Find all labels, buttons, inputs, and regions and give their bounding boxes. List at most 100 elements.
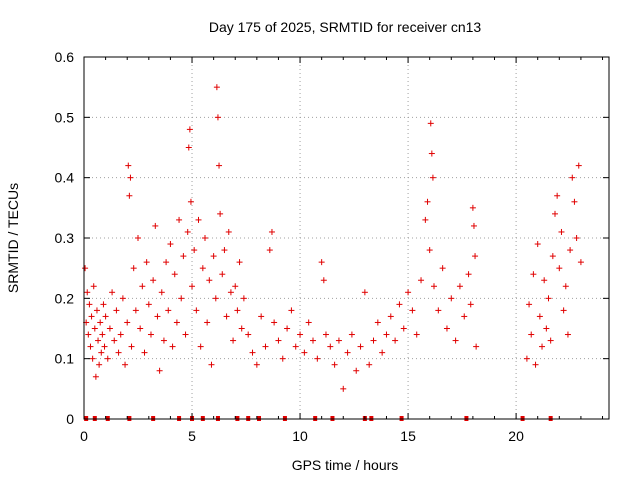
data-point (473, 343, 480, 350)
data-point (366, 361, 373, 368)
data-point (571, 198, 578, 205)
data-point (124, 319, 131, 326)
data-point (558, 228, 565, 235)
data-point (102, 313, 109, 320)
data-point (456, 283, 463, 290)
data-point (98, 349, 105, 356)
data-point (539, 343, 546, 350)
data-point (223, 313, 230, 320)
data-point (100, 301, 107, 308)
data-point (409, 307, 416, 314)
data-point (567, 247, 574, 254)
data-point (141, 349, 148, 356)
y-tick-label: 0.4 (55, 170, 75, 186)
x-tick-label: 0 (80, 428, 88, 444)
data-point (111, 337, 118, 344)
data-point (253, 361, 260, 368)
data-point (472, 253, 479, 260)
data-point (199, 265, 206, 272)
data-point (310, 337, 317, 344)
data-point (128, 343, 135, 350)
data-point (184, 228, 191, 235)
data-point (426, 247, 433, 254)
data-point (288, 307, 295, 314)
data-point (173, 319, 180, 326)
data-point (145, 301, 152, 308)
data-point (212, 295, 219, 302)
data-point (431, 283, 437, 290)
data-point (405, 289, 412, 296)
data-point (127, 174, 134, 181)
data-point (104, 355, 111, 362)
data-point (422, 216, 429, 223)
data-point (234, 307, 241, 314)
data-point (93, 307, 100, 314)
data-point (152, 222, 159, 229)
data-point (96, 361, 103, 368)
data-point (569, 174, 576, 181)
data-point (435, 307, 442, 314)
data-point (344, 349, 351, 356)
data-point (214, 114, 221, 121)
data-point (88, 313, 95, 320)
data-point (206, 277, 213, 284)
data-point (185, 144, 192, 151)
data-point (573, 235, 580, 241)
data-point (232, 283, 239, 290)
data-point (91, 325, 98, 332)
data-point (452, 337, 459, 344)
data-point (154, 313, 161, 320)
data-point (348, 331, 355, 338)
data-point (204, 319, 211, 326)
data-point (187, 198, 194, 205)
data-point (210, 253, 217, 260)
y-tick-label: 0.5 (55, 109, 75, 125)
data-point (292, 343, 299, 350)
data-point (396, 301, 403, 308)
data-point (335, 337, 342, 344)
data-point (314, 355, 321, 362)
data-point (195, 216, 202, 223)
data-point (532, 361, 539, 368)
data-point (189, 283, 196, 290)
data-point (115, 349, 122, 356)
y-tick-label: 0.1 (55, 351, 75, 367)
y-axis-label: SRMTID / TECUs (5, 183, 21, 293)
data-point (90, 283, 97, 290)
data-point (547, 337, 554, 344)
data-point (560, 307, 567, 314)
x-tick-label: 20 (508, 428, 524, 444)
data-point (549, 253, 556, 260)
data-point (301, 349, 308, 356)
data-point (318, 259, 325, 266)
data-point (135, 235, 142, 241)
data-point (370, 337, 377, 344)
data-point (117, 331, 124, 338)
data-point (191, 247, 198, 254)
data-point (564, 331, 571, 338)
data-point (182, 331, 189, 338)
data-point (467, 301, 474, 308)
data-point (143, 259, 150, 266)
data-point (577, 259, 584, 266)
data-point (469, 204, 476, 211)
data-point (387, 313, 394, 320)
data-point (554, 192, 561, 199)
data-point (119, 295, 126, 302)
data-point (126, 192, 133, 199)
data-point (322, 331, 329, 338)
data-point (424, 198, 431, 205)
data-point (97, 319, 104, 326)
data-point (556, 265, 563, 272)
data-point (171, 271, 178, 278)
y-tick-label: 0.3 (55, 230, 75, 246)
data-point (245, 331, 252, 338)
y-tick-label: 0.2 (55, 290, 75, 306)
data-point (186, 126, 193, 133)
data-point (130, 265, 137, 272)
data-point (193, 307, 200, 314)
x-axis-label: GPS time / hours (292, 457, 399, 473)
data-point (213, 84, 220, 91)
data-point (158, 289, 165, 296)
